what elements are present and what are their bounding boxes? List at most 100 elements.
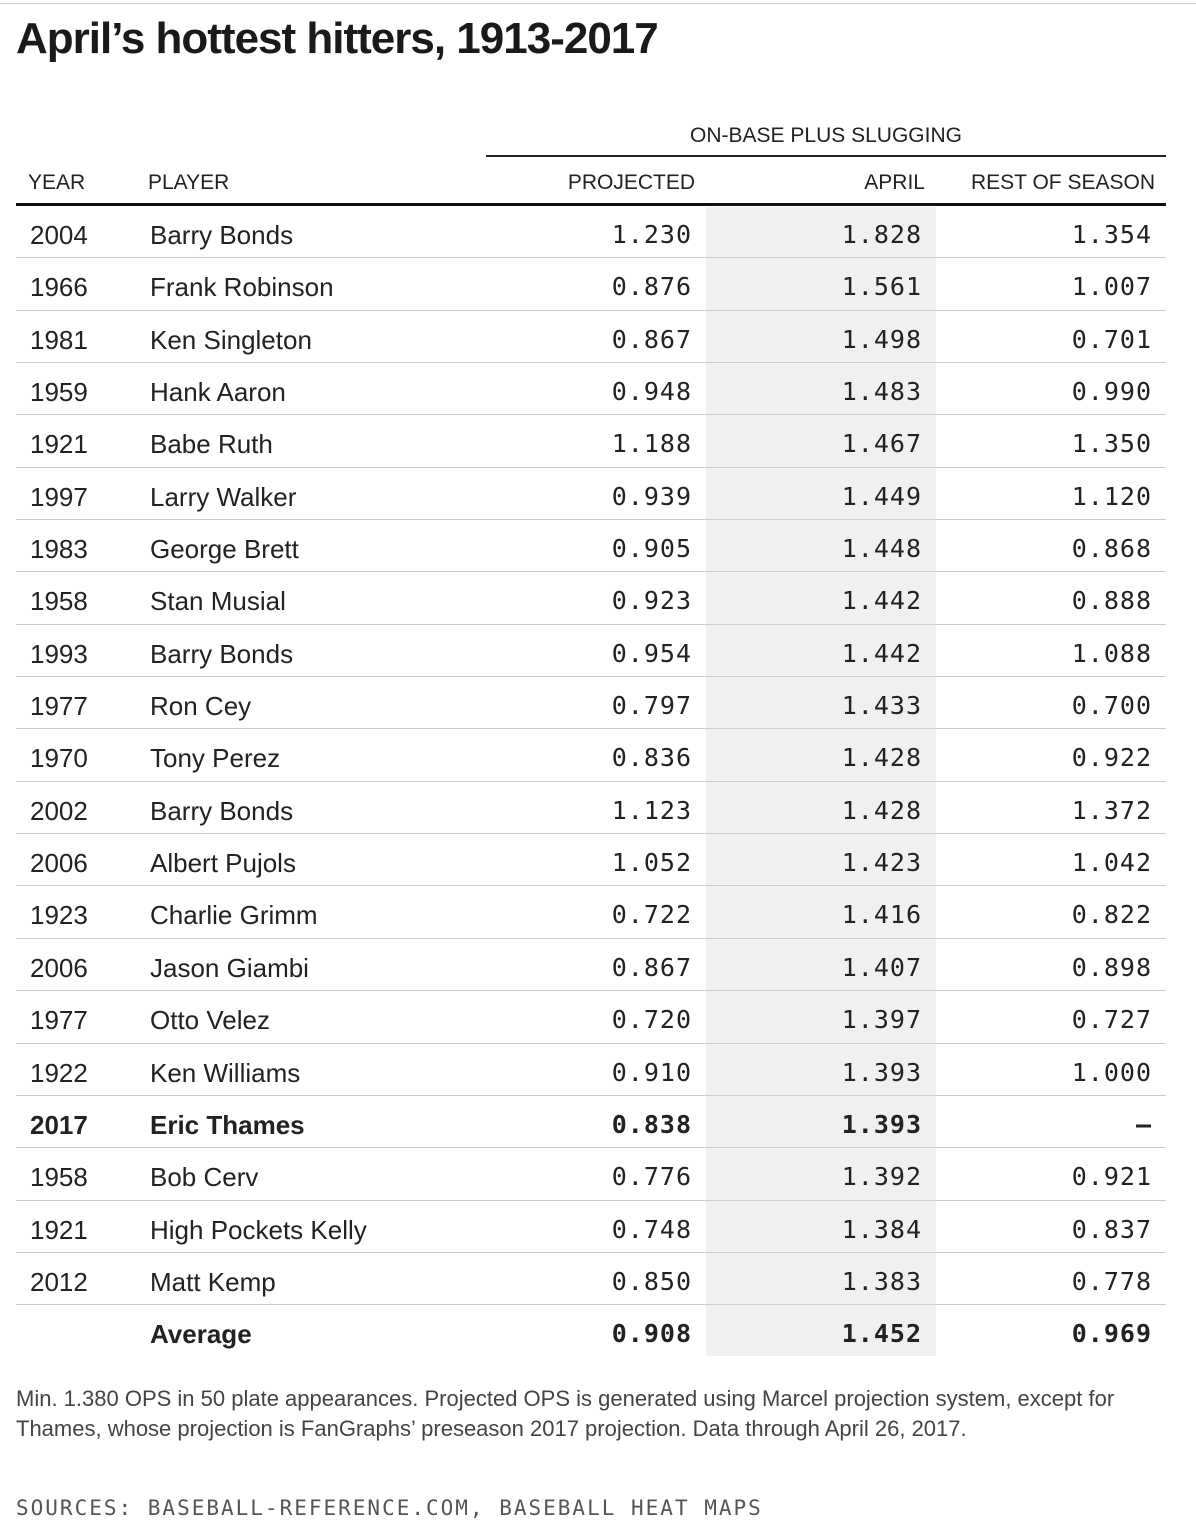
table-row: Average 0.908 1.452 0.969: [16, 1305, 1166, 1357]
table-row: 1966 Frank Robinson 0.876 1.561 1.007: [16, 258, 1166, 311]
projected-cell: 1.188: [611, 429, 692, 459]
table-row: 1970 Tony Perez 0.836 1.428 0.922: [16, 729, 1166, 782]
header-rule: [16, 203, 1166, 206]
april-cell: 1.448: [841, 534, 922, 564]
projected-cell: 1.230: [611, 220, 692, 249]
projected-cell: 0.797: [611, 691, 692, 721]
table-row: 2017 Eric Thames 0.838 1.393 –: [16, 1096, 1166, 1149]
april-cell: 1.383: [841, 1266, 922, 1296]
year-cell: 1997: [30, 481, 88, 512]
player-cell: Otto Velez: [150, 1005, 270, 1036]
footnote: Min. 1.380 OPS in 50 plate appearances. …: [16, 1386, 1115, 1441]
projected-cell: 0.954: [611, 638, 692, 668]
projected-cell: 0.905: [611, 534, 692, 564]
rest-of-season-cell: 1.372: [1071, 795, 1152, 825]
year-cell: 2006: [30, 848, 88, 879]
rest-of-season-cell: 0.921: [1071, 1162, 1152, 1192]
rest-of-season-cell: 0.727: [1071, 1005, 1152, 1035]
april-cell: 1.407: [841, 952, 922, 982]
year-cell: 1958: [30, 1162, 88, 1193]
projected-cell: 0.720: [611, 1005, 692, 1035]
player-cell: Ken Singleton: [150, 324, 312, 355]
projected-cell: 0.776: [611, 1162, 692, 1192]
player-cell: Barry Bonds: [150, 220, 294, 250]
rest-of-season-cell: –: [1135, 1109, 1152, 1139]
year-cell: 2004: [30, 220, 88, 250]
rest-of-season-cell: 0.868: [1071, 534, 1152, 564]
player-cell: Average: [150, 1319, 252, 1350]
table-row: 2006 Albert Pujols 1.052 1.423 1.042: [16, 834, 1166, 887]
projected-cell: 0.748: [611, 1214, 692, 1244]
player-cell: Bob Cerv: [150, 1162, 259, 1193]
table-row: 2002 Barry Bonds 1.123 1.428 1.372: [16, 782, 1166, 835]
top-rule: [0, 3, 1196, 4]
player-cell: Jason Giambi: [150, 952, 309, 983]
year-cell: 1983: [30, 534, 88, 565]
rest-of-season-cell: 1.088: [1071, 638, 1152, 668]
april-cell: 1.416: [841, 900, 922, 930]
april-cell: 1.423: [841, 848, 922, 878]
april-cell: 1.442: [841, 586, 922, 616]
player-cell: Frank Robinson: [150, 272, 334, 303]
column-header-rest-of-season: REST OF SEASON: [971, 171, 1155, 194]
projected-cell: 0.836: [611, 743, 692, 773]
rest-of-season-cell: 0.990: [1071, 377, 1152, 407]
rest-of-season-cell: 0.701: [1071, 324, 1152, 354]
year-cell: 2006: [30, 952, 88, 983]
rest-of-season-cell: 0.898: [1071, 952, 1152, 982]
player-cell: Charlie Grimm: [150, 900, 318, 931]
april-cell: 1.384: [841, 1214, 922, 1244]
rest-of-season-cell: 1.042: [1071, 848, 1152, 878]
player-cell: Albert Pujols: [150, 848, 296, 879]
player-cell: Barry Bonds: [150, 638, 294, 669]
player-cell: Stan Musial: [150, 586, 286, 617]
projected-cell: 0.910: [611, 1057, 692, 1087]
projected-cell: 0.876: [611, 272, 692, 302]
april-cell: 1.433: [841, 691, 922, 721]
year-cell: 2002: [30, 795, 88, 826]
rest-of-season-cell: 1.354: [1071, 220, 1152, 249]
april-cell: 1.397: [841, 1005, 922, 1035]
april-cell: 1.428: [841, 795, 922, 825]
rest-of-season-cell: 1.007: [1071, 272, 1152, 302]
table-row: 1981 Ken Singleton 0.867 1.498 0.701: [16, 311, 1166, 364]
column-header-player: PLAYER: [148, 171, 230, 194]
player-cell: Ron Cey: [150, 691, 252, 722]
projected-cell: 0.867: [611, 324, 692, 354]
projected-cell: 1.123: [611, 795, 692, 825]
table-row: 1993 Barry Bonds 0.954 1.442 1.088: [16, 625, 1166, 678]
year-cell: 1981: [30, 324, 88, 355]
rest-of-season-cell: 0.837: [1071, 1214, 1152, 1244]
player-cell: Larry Walker: [150, 481, 297, 512]
rest-of-season-cell: 0.888: [1071, 586, 1152, 616]
year-cell: 1970: [30, 743, 88, 774]
rest-of-season-cell: 1.000: [1071, 1057, 1152, 1087]
year-cell: 1966: [30, 272, 88, 303]
projected-cell: 0.923: [611, 586, 692, 616]
year-cell: 1922: [30, 1057, 88, 1088]
rest-of-season-cell: 0.778: [1071, 1266, 1152, 1296]
table-row: 1977 Ron Cey 0.797 1.433 0.700: [16, 677, 1166, 730]
year-cell: 1959: [30, 377, 88, 408]
table-row: 1958 Bob Cerv 0.776 1.392 0.921: [16, 1148, 1166, 1201]
table-row: 1923 Charlie Grimm 0.722 1.416 0.822: [16, 886, 1166, 939]
april-cell: 1.561: [841, 272, 922, 302]
table-row: 1997 Larry Walker 0.939 1.449 1.120: [16, 468, 1166, 521]
april-cell: 1.483: [841, 377, 922, 407]
player-cell: High Pockets Kelly: [150, 1214, 367, 1245]
projected-cell: 0.908: [611, 1319, 692, 1349]
year-cell: 1958: [30, 586, 88, 617]
player-cell: George Brett: [150, 534, 299, 565]
projected-cell: 0.948: [611, 377, 692, 407]
sources-line: SOURCES: BASEBALL-REFERENCE.COM, BASEBAL…: [16, 1496, 763, 1520]
rest-of-season-cell: 0.700: [1071, 691, 1152, 721]
april-cell: 1.828: [841, 220, 922, 249]
player-cell: Hank Aaron: [150, 377, 286, 408]
projected-cell: 0.939: [611, 481, 692, 511]
april-cell: 1.392: [841, 1162, 922, 1192]
projected-cell: 0.867: [611, 952, 692, 982]
april-cell: 1.428: [841, 743, 922, 773]
player-cell: Matt Kemp: [150, 1266, 276, 1297]
year-cell: 1921: [30, 1214, 88, 1245]
rest-of-season-cell: 0.822: [1071, 900, 1152, 930]
